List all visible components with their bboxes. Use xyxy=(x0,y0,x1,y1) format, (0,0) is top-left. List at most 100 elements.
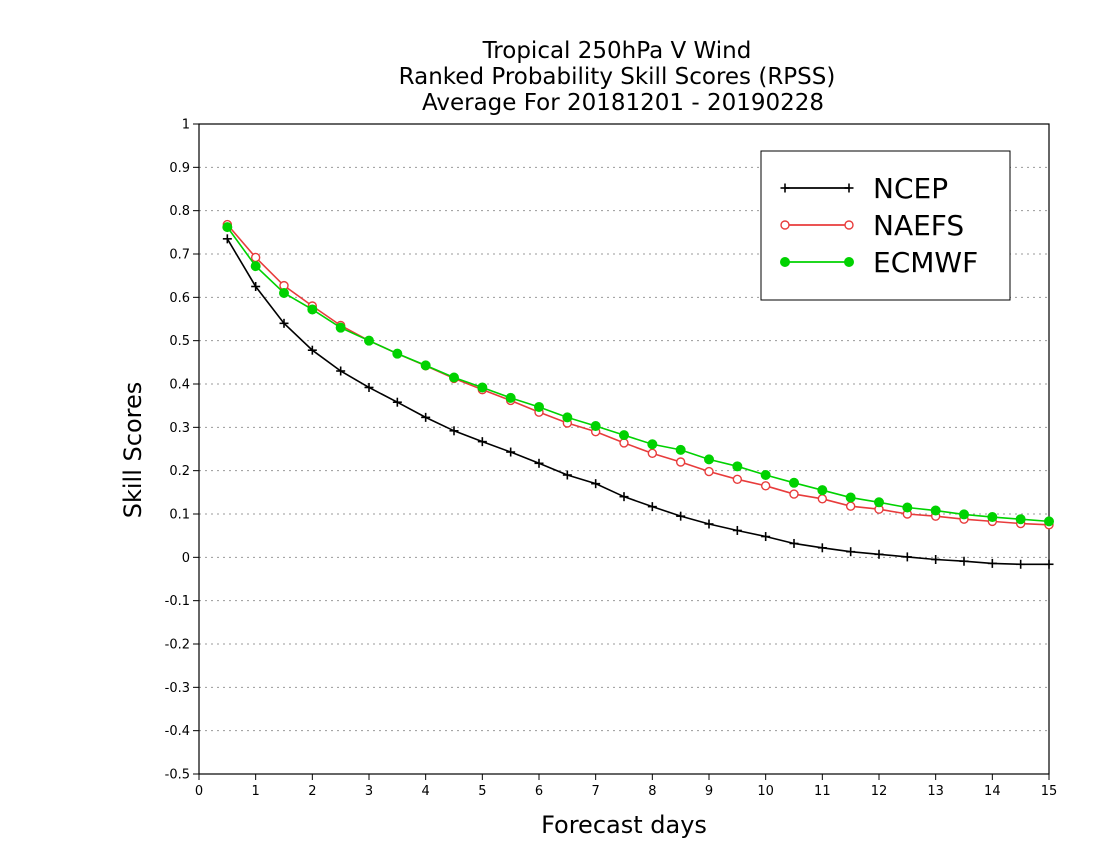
point-ecmwf xyxy=(590,421,601,432)
y-tick-label: -0.1 xyxy=(165,594,190,609)
y-tick-label: 0 xyxy=(182,551,190,566)
y-tick-label: -0.3 xyxy=(165,681,190,696)
point-naefs xyxy=(817,494,828,504)
x-tick-label: 12 xyxy=(871,784,888,799)
point-ncep xyxy=(732,525,742,535)
point-ecmwf xyxy=(789,477,799,488)
legend-label-naefs: NAEFS xyxy=(873,209,964,242)
point-ecmwf xyxy=(392,348,403,359)
series-ecmwf xyxy=(222,222,1054,527)
point-naefs xyxy=(732,474,743,485)
point-ecmwf xyxy=(902,502,913,513)
y-axis-title: Skill Scores xyxy=(119,382,147,519)
legend-label-ecmwf: ECMWF xyxy=(873,246,978,279)
x-tick-label: 11 xyxy=(814,784,831,799)
x-tick-label: 13 xyxy=(927,784,944,799)
legend-marker-ncep xyxy=(844,183,854,193)
point-ncep xyxy=(902,552,912,562)
series-ncep xyxy=(222,234,1054,569)
y-tick-label: 0.7 xyxy=(169,248,190,263)
legend-item-ncep: NCEP xyxy=(780,172,948,205)
x-tick-label: 9 xyxy=(705,784,713,799)
point-ncep xyxy=(222,234,232,244)
point-ncep xyxy=(279,318,289,328)
point-ncep xyxy=(336,366,346,376)
point-ecmwf xyxy=(845,492,856,503)
point-ecmwf xyxy=(959,509,969,520)
point-naefs xyxy=(845,501,856,511)
y-tick-label: 0.2 xyxy=(169,464,190,479)
point-naefs xyxy=(704,466,714,477)
y-tick-label: -0.2 xyxy=(165,638,190,653)
point-ncep xyxy=(704,519,714,529)
point-ecmwf xyxy=(817,485,828,496)
x-tick-label: 7 xyxy=(592,784,600,799)
point-ncep xyxy=(619,492,629,502)
point-ncep xyxy=(931,555,941,564)
point-ncep xyxy=(874,549,884,559)
point-ecmwf xyxy=(732,461,743,472)
point-ncep xyxy=(591,479,601,489)
point-ecmwf xyxy=(760,470,771,480)
legend: NCEP NAEFS ECMWF xyxy=(760,150,1011,301)
x-tick-label: 15 xyxy=(1041,784,1058,799)
point-ecmwf xyxy=(534,401,544,412)
chart-title: Tropical 250hPa V Wind xyxy=(482,38,752,64)
point-ecmwf xyxy=(647,439,658,450)
point-naefs xyxy=(647,448,658,459)
legend-item-naefs: NAEFS xyxy=(780,209,964,242)
point-ecmwf xyxy=(449,372,459,383)
y-tick-label: -0.5 xyxy=(165,768,190,783)
y-tick-label: 0.9 xyxy=(169,161,190,176)
point-ecmwf xyxy=(1044,516,1054,527)
chart-subtitle: Ranked Probability Skill Scores (RPSS) xyxy=(399,64,836,90)
point-ncep xyxy=(1016,559,1026,569)
point-naefs xyxy=(675,457,686,467)
point-ecmwf xyxy=(562,412,573,423)
point-ecmwf xyxy=(675,444,686,455)
point-ncep xyxy=(959,556,969,566)
x-tick-label: 4 xyxy=(422,784,430,799)
y-tick-label: -0.4 xyxy=(165,724,190,739)
point-ecmwf xyxy=(307,304,318,315)
y-tick-label: 0.5 xyxy=(169,334,190,349)
point-ecmwf xyxy=(222,222,233,233)
point-ecmwf xyxy=(704,454,714,465)
point-ecmwf xyxy=(1015,514,1026,525)
point-ncep xyxy=(364,382,374,392)
series-line-ncep xyxy=(226,238,1049,566)
point-ecmwf xyxy=(420,360,431,371)
point-ncep xyxy=(251,282,261,291)
axes: -0.5 -0.4 -0.3 -0.2 -0.1 0 0.1 0.2 0.3 0.4 0.5 0.6 0… xyxy=(165,118,1058,800)
point-ncep xyxy=(1044,559,1054,569)
legend-item-ecmwf: ECMWF xyxy=(780,246,978,279)
point-ncep xyxy=(647,502,657,512)
point-ncep xyxy=(761,532,771,542)
point-ncep xyxy=(534,458,544,468)
point-ncep xyxy=(676,511,686,521)
legend-marker-ecmwf xyxy=(780,257,790,267)
plot-frame xyxy=(198,123,1050,775)
legend-marker-naefs xyxy=(780,220,790,230)
point-ecmwf xyxy=(987,512,998,523)
point-ecmwf xyxy=(930,505,941,516)
chart-period: Average For 20181201 - 20190228 xyxy=(422,90,824,116)
point-naefs xyxy=(250,252,261,263)
point-ecmwf xyxy=(279,288,289,298)
point-ncep xyxy=(449,426,459,436)
x-axis-title: Forecast days xyxy=(541,811,707,839)
point-naefs xyxy=(760,481,771,491)
x-tick-label: 1 xyxy=(252,784,260,799)
point-ecmwf xyxy=(874,497,884,508)
y-tick-label: 0.4 xyxy=(169,378,190,393)
point-ncep xyxy=(562,470,572,480)
point-ecmwf xyxy=(477,382,488,393)
y-tick-label: 0.6 xyxy=(169,291,190,306)
legend-marker-naefs xyxy=(844,220,854,230)
point-ecmwf xyxy=(250,261,261,272)
legend-marker-ncep xyxy=(780,183,790,193)
x-tick-label: 14 xyxy=(984,784,1001,799)
x-tick-label: 5 xyxy=(478,784,486,799)
